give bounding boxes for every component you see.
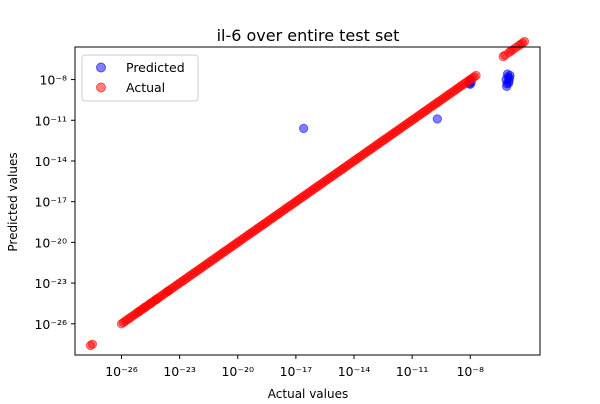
x-axis-label: Actual values xyxy=(268,387,348,400)
x-tick-label: 10⁻¹⁷ xyxy=(280,364,313,379)
x-axis-ticks: 10⁻²⁶ 10⁻²³ 10⁻²⁰ 10⁻¹⁷ 10⁻¹⁴ 10⁻¹¹ 10⁻⁸ xyxy=(105,355,484,379)
actual-point xyxy=(163,286,173,296)
x-tick-label: 10⁻⁸ xyxy=(456,364,484,379)
actual-point xyxy=(87,339,98,349)
plot-frame xyxy=(74,46,541,356)
legend-label-predicted: Predicted xyxy=(126,60,185,75)
y-tick-label: 10⁻²³ xyxy=(34,276,67,291)
legend: Predicted Actual xyxy=(81,54,199,102)
actual-point xyxy=(471,70,481,81)
x-tick-label: 10⁻¹¹ xyxy=(396,364,429,379)
predicted-point xyxy=(505,70,515,81)
legend-marker-predicted xyxy=(96,62,106,73)
legend-label-actual: Actual xyxy=(126,80,165,95)
x-tick-label: 10⁻¹⁴ xyxy=(338,364,371,379)
y-tick-label: 10⁻¹⁷ xyxy=(34,195,67,210)
y-axis-label: Predicted values xyxy=(6,152,20,251)
plot-marks xyxy=(85,36,530,351)
predicted-point xyxy=(432,114,443,124)
y-axis-ticks: 10⁻²⁶ 10⁻²³ 10⁻²⁰ 10⁻¹⁷ 10⁻¹⁴ 10⁻¹¹ 10⁻⁸ xyxy=(34,73,75,332)
y-tick-label: 10⁻²⁶ xyxy=(34,317,67,332)
actual-point xyxy=(519,36,530,47)
predicted-point xyxy=(298,123,309,134)
y-tick-label: 10⁻²⁰ xyxy=(34,235,67,250)
y-tick-label: 10⁻⁸ xyxy=(39,73,67,88)
legend-marker-actual xyxy=(96,82,106,93)
x-tick-label: 10⁻²³ xyxy=(163,364,196,379)
x-tick-label: 10⁻²⁶ xyxy=(105,364,138,379)
predicted-point xyxy=(503,78,514,88)
legend-box xyxy=(81,54,199,102)
chart-title: il-6 over entire test set xyxy=(217,26,400,45)
y-tick-label: 10⁻¹⁴ xyxy=(34,154,67,169)
y-tick-label: 10⁻¹¹ xyxy=(34,113,67,128)
x-tick-label: 10⁻²⁰ xyxy=(221,364,254,379)
actual-point xyxy=(151,294,162,305)
